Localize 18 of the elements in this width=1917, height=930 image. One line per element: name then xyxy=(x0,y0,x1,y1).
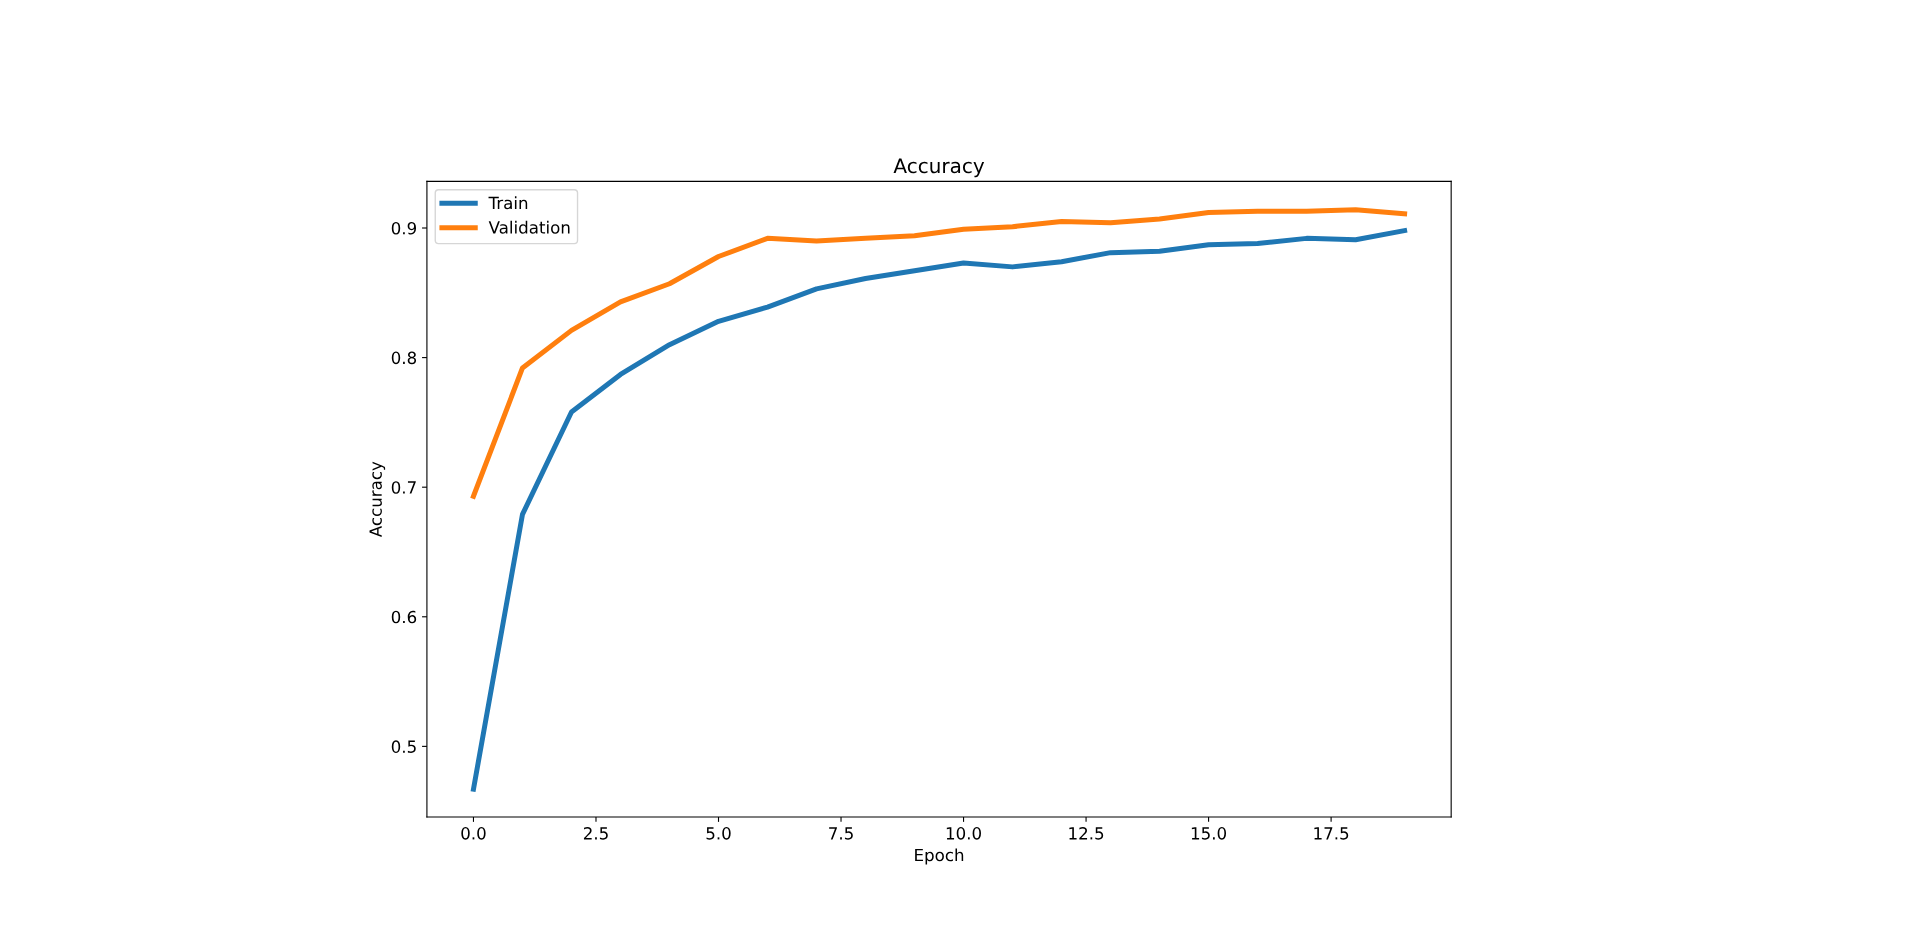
x-tick-label: 0.0 xyxy=(461,827,486,840)
y-tick-label: 0.6 xyxy=(391,610,417,624)
legend-label: Validation xyxy=(488,220,570,234)
x-tick-label: 2.5 xyxy=(583,827,608,840)
y-tick-label: 0.9 xyxy=(391,221,417,235)
y-tick-label: 0.5 xyxy=(391,740,416,753)
x-tick-label: 15.0 xyxy=(1191,827,1227,840)
x-tick-label: 7.5 xyxy=(829,827,853,840)
x-axis-title: Epoch xyxy=(915,848,964,865)
legend-label: Train xyxy=(488,196,528,210)
x-tick-label: 5.0 xyxy=(706,827,731,840)
x-tick-label: 17.5 xyxy=(1314,827,1349,840)
x-tick-label: 12.5 xyxy=(1069,827,1104,840)
y-axis-title: Accuracy xyxy=(369,461,386,538)
y-tick-label: 0.7 xyxy=(391,481,416,494)
y-tick-label: 0.8 xyxy=(391,351,417,365)
chart-title: Accuracy xyxy=(893,158,985,178)
x-tick-label: 10.0 xyxy=(946,827,981,840)
